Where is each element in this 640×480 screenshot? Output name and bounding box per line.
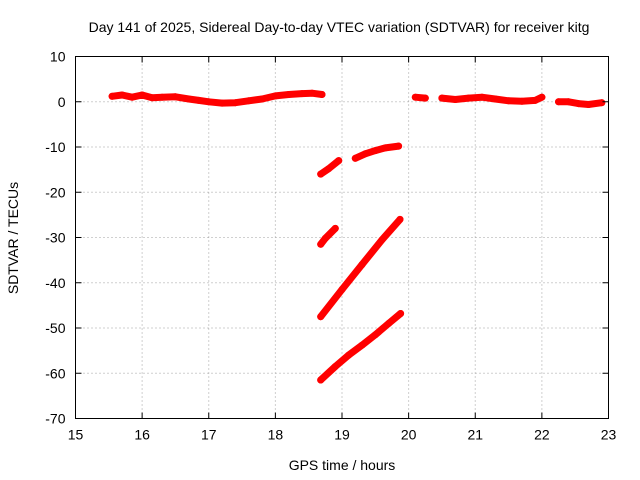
data-point bbox=[538, 93, 546, 101]
series-layer bbox=[108, 89, 606, 384]
data-point bbox=[317, 170, 325, 178]
data-point bbox=[438, 94, 446, 102]
data-point bbox=[148, 94, 156, 102]
data-point bbox=[465, 94, 473, 102]
data-point bbox=[397, 310, 405, 317]
y-tick-label: -10 bbox=[45, 139, 65, 155]
data-point bbox=[331, 224, 339, 232]
data-point bbox=[231, 99, 239, 107]
data-point bbox=[381, 144, 389, 152]
data-point bbox=[371, 147, 379, 155]
data-point bbox=[171, 93, 179, 101]
data-point bbox=[331, 363, 339, 370]
data-point bbox=[585, 101, 592, 108]
y-tick-label: -60 bbox=[45, 365, 65, 381]
data-point bbox=[411, 93, 419, 101]
data-point bbox=[118, 91, 126, 99]
data-point bbox=[378, 236, 386, 244]
data-point bbox=[555, 98, 562, 106]
y-tick-label: 10 bbox=[50, 49, 66, 65]
x-tick-label: 19 bbox=[334, 427, 350, 443]
data-point bbox=[351, 154, 359, 162]
data-point bbox=[565, 98, 572, 106]
data-point bbox=[285, 91, 293, 98]
data-point bbox=[575, 100, 582, 108]
data-point bbox=[298, 90, 306, 98]
x-tick-label: 15 bbox=[68, 427, 84, 443]
data-point bbox=[371, 331, 379, 339]
y-tick-label: -30 bbox=[45, 230, 65, 246]
y-tick-label: -20 bbox=[45, 184, 65, 200]
data-point bbox=[518, 97, 526, 105]
data-point bbox=[396, 215, 404, 223]
y-tick-label: 0 bbox=[58, 94, 66, 110]
data-point bbox=[158, 93, 166, 101]
data-point bbox=[335, 157, 343, 165]
data-point bbox=[128, 93, 136, 101]
x-tick-label: 21 bbox=[467, 427, 483, 443]
data-point bbox=[451, 96, 459, 103]
data-point bbox=[385, 320, 393, 327]
data-point bbox=[318, 91, 326, 98]
data-point bbox=[205, 98, 213, 106]
data-point bbox=[358, 341, 366, 349]
x-axis-label: GPS time / hours bbox=[289, 457, 396, 473]
data-point bbox=[258, 95, 266, 103]
y-tick-label: -70 bbox=[45, 411, 65, 427]
data-point bbox=[317, 313, 325, 321]
data-point bbox=[361, 150, 369, 158]
data-point bbox=[598, 99, 606, 107]
tick-layer bbox=[75, 56, 609, 419]
data-point bbox=[325, 165, 333, 173]
data-point bbox=[195, 96, 203, 104]
data-point bbox=[345, 351, 353, 359]
data-point bbox=[218, 99, 226, 107]
data-point bbox=[478, 93, 486, 101]
chart-title: Day 141 of 2025, Sidereal Day-to-day VTE… bbox=[89, 19, 590, 35]
x-tick-label: 16 bbox=[134, 427, 150, 443]
data-point bbox=[531, 96, 539, 104]
data-point bbox=[271, 92, 279, 100]
data-point bbox=[395, 142, 403, 150]
data-point bbox=[421, 94, 429, 102]
data-point bbox=[108, 92, 116, 100]
x-tick-label: 17 bbox=[201, 427, 217, 443]
y-axis-label: SDTVAR / TECUs bbox=[5, 182, 21, 294]
y-tick-label: -40 bbox=[45, 275, 65, 291]
x-tick-label: 20 bbox=[401, 427, 417, 443]
data-point bbox=[308, 89, 316, 97]
label-layer: 15 16 17 18 19 20 21 22 23 10 0 -10 -20 -30 -40 -50 -60 -… bbox=[45, 49, 616, 443]
data-point bbox=[317, 376, 325, 384]
data-point bbox=[138, 91, 146, 99]
data-point bbox=[505, 97, 513, 105]
x-tick-label: 22 bbox=[534, 427, 550, 443]
x-tick-label: 18 bbox=[268, 427, 284, 443]
data-point bbox=[358, 261, 366, 269]
data-point bbox=[245, 97, 253, 105]
data-point bbox=[317, 240, 325, 248]
data-point bbox=[321, 234, 329, 242]
data-point bbox=[338, 286, 346, 293]
data-point bbox=[491, 95, 499, 103]
x-tick-label: 23 bbox=[601, 427, 617, 443]
data-point bbox=[185, 95, 193, 103]
y-tick-label: -50 bbox=[45, 320, 65, 336]
